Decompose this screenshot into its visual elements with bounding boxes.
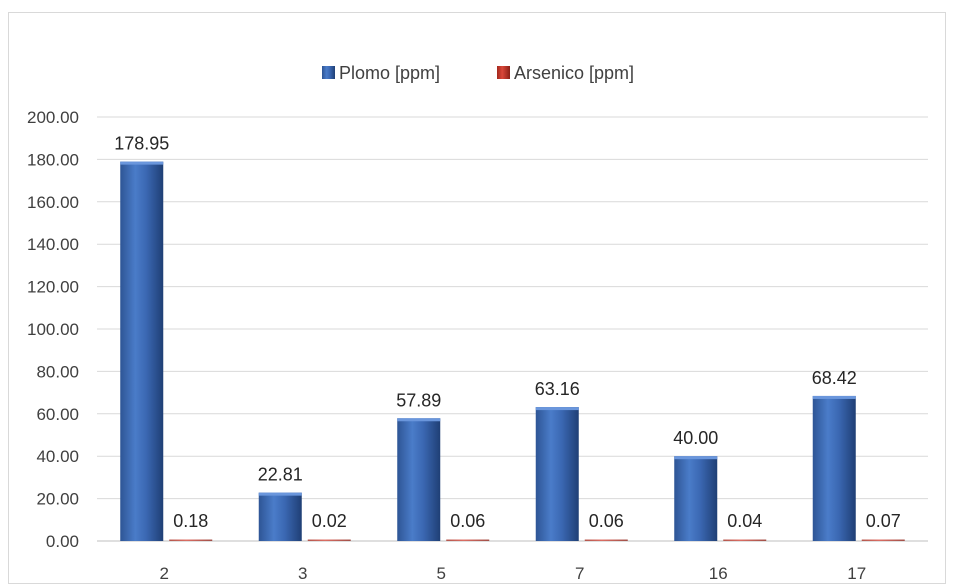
bar-plomo-top	[120, 161, 164, 165]
y-tick-label: 20.00	[36, 490, 79, 509]
bar-plomo	[674, 456, 718, 541]
bar-plomo-top	[535, 407, 579, 411]
y-axis-ticks: 0.00 20.00 40.00 60.00 80.00 100.00 120.00 140.…	[27, 108, 79, 551]
bars	[120, 161, 905, 541]
bar-plomo-top	[258, 492, 302, 496]
y-tick-label: 0.00	[46, 532, 79, 551]
y-tick-label: 40.00	[36, 447, 79, 466]
x-axis-ticks: 2 3 5 7 16 17	[160, 564, 867, 583]
chart-area	[8, 12, 946, 584]
x-tick-label: 7	[575, 564, 584, 583]
bar-arsenico	[584, 539, 628, 541]
y-tick-label: 200.00	[27, 108, 79, 127]
x-tick-label: 3	[298, 564, 307, 583]
data-label-arsenico: 0.02	[312, 511, 347, 531]
bar-plomo-top	[397, 418, 441, 422]
data-label-arsenico: 0.06	[450, 511, 485, 531]
legend-swatch	[322, 66, 335, 79]
legend-label: Plomo [ppm]	[339, 63, 440, 83]
bar-plomo	[812, 395, 856, 541]
data-label-plomo: 68.42	[812, 368, 857, 388]
bar-plomo	[535, 407, 579, 541]
bar-plomo-top	[812, 395, 856, 399]
bar-plomo	[397, 418, 441, 541]
data-labels: 178.95 0.18 22.81 0.02 57.89 0.06 63.16 0.06 40.…	[114, 134, 901, 531]
data-label-plomo: 178.95	[114, 134, 169, 154]
bar-arsenico	[307, 539, 351, 541]
y-tick-label: 140.00	[27, 235, 79, 254]
data-label-plomo: 63.16	[535, 379, 580, 399]
data-label-arsenico: 0.06	[589, 511, 624, 531]
bar-arsenico	[723, 539, 767, 541]
y-tick-label: 120.00	[27, 278, 79, 297]
y-tick-label: 80.00	[36, 362, 79, 381]
bar-arsenico	[169, 539, 213, 541]
y-tick-label: 160.00	[27, 193, 79, 212]
legend-label: Arsenico [ppm]	[514, 63, 634, 83]
x-tick-label: 16	[709, 564, 728, 583]
y-tick-label: 100.00	[27, 320, 79, 339]
data-label-arsenico: 0.04	[727, 511, 762, 531]
y-tick-label: 180.00	[27, 150, 79, 169]
bar-plomo	[258, 492, 302, 541]
bar-arsenico	[861, 539, 905, 541]
data-label-arsenico: 0.18	[173, 511, 208, 531]
bar-plomo-top	[674, 456, 718, 460]
bar-arsenico	[446, 539, 490, 541]
x-tick-label: 5	[437, 564, 446, 583]
data-label-arsenico: 0.07	[866, 511, 901, 531]
gridlines	[97, 116, 928, 542]
x-tick-label: 2	[160, 564, 169, 583]
data-label-plomo: 22.81	[258, 465, 303, 485]
bar-plomo	[120, 161, 164, 541]
x-tick-label: 17	[847, 564, 866, 583]
legend: Plomo [ppm] Arsenico [ppm]	[322, 63, 634, 83]
y-tick-label: 60.00	[36, 405, 79, 424]
legend-swatch	[497, 66, 510, 79]
data-label-plomo: 40.00	[673, 428, 718, 448]
data-label-plomo: 57.89	[396, 390, 441, 410]
